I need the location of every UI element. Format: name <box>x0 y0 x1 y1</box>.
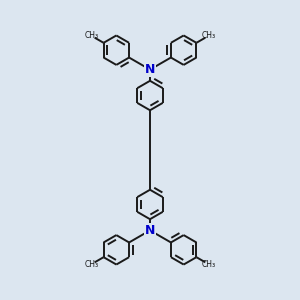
Text: N: N <box>145 224 155 237</box>
Text: N: N <box>145 63 155 76</box>
Text: CH₃: CH₃ <box>201 260 215 268</box>
Text: CH₃: CH₃ <box>85 260 99 268</box>
Text: CH₃: CH₃ <box>201 32 215 40</box>
Text: CH₃: CH₃ <box>85 32 99 40</box>
